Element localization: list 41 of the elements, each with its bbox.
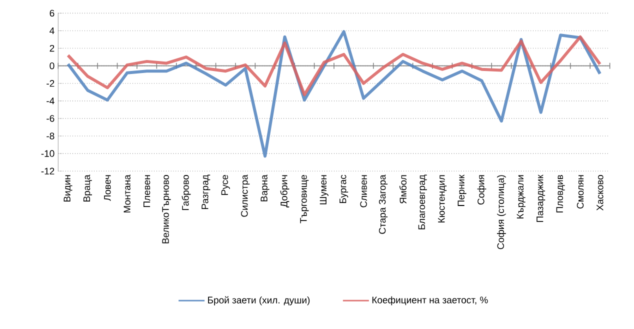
y-tick-label: -4 [46,98,54,104]
x-tick-label: Шумен [320,175,328,204]
legend-label: Коефициент на заетост, % [372,296,488,306]
x-tick-label: Хасково [596,174,604,210]
x-tick-label: Благоевград [418,174,427,230]
x-tick-label: Плевен [144,175,150,207]
y-tick-label: -6 [46,115,54,122]
y-tick-label: 6 [50,10,54,16]
x-tick-label: Смолян [576,175,584,208]
y-tick-label: 0 [50,62,54,70]
x-tick-label: Пазарджик [536,174,546,222]
x-tick-label: Пловдив [556,174,565,212]
x-tick-label: Видин [64,175,72,202]
x-tick-label: Добрич [280,175,290,208]
x-tick-label: София [477,175,486,204]
x-tick-label: Ловеч [104,175,111,201]
y-tick-label: 4 [50,27,54,34]
x-tick-label: Враца [83,174,92,202]
x-tick-label: Габрово [182,174,191,210]
x-tick-label: Перник [458,174,466,206]
x-tick-label: Бургас [340,174,348,203]
x-tick-label: Кюстендил [438,175,447,222]
x-tick-label: София (столица) [497,175,506,250]
x-tick-label: Сливен [360,175,367,208]
legend-label: Брой заети (хил. души) [208,296,310,306]
y-tick-label: -8 [46,132,54,140]
x-tick-label: Русе [221,174,230,195]
line-series [66,35,602,96]
y-tick-label: -10 [41,150,54,157]
x-tick-label: Монтана [124,174,130,212]
x-tick-label: Разград [202,174,210,209]
x-tick-label: ВеликоТърново [162,174,171,244]
y-tick-label: -12 [41,168,54,174]
x-tick-label: Стара Загора [378,174,388,234]
y-tick-label: 2 [50,44,54,52]
x-tick-label: Варна [260,174,270,202]
x-tick-label: Ямбол [399,175,406,204]
x-tick-label: Силистра [241,174,250,217]
x-tick-label: Търговище [300,174,309,224]
y-tick-label: -2 [46,80,54,87]
x-tick-label: Кърджали [516,175,526,218]
